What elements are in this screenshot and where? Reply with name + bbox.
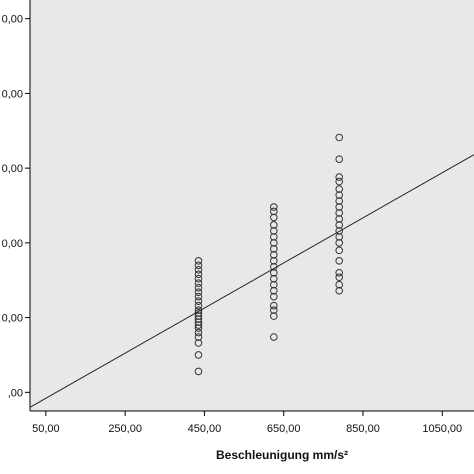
data-point bbox=[335, 191, 344, 199]
data-point bbox=[270, 213, 278, 222]
data-point bbox=[194, 339, 203, 347]
y-axis-ticks: ,00 0,00 0,00 0,00 0,00 0,00 bbox=[2, 14, 30, 399]
data-point bbox=[335, 173, 344, 181]
x-tick-label: 50,00 bbox=[32, 423, 60, 435]
x-axis-ticks: 50,00 250,00 450,00 650,00 850,00 1050,00 bbox=[32, 411, 462, 435]
y-tick-label: 0,00 bbox=[2, 88, 23, 100]
data-point bbox=[270, 274, 278, 283]
data-point bbox=[335, 286, 344, 295]
data-point bbox=[270, 268, 278, 277]
data-point bbox=[270, 292, 278, 301]
data-point bbox=[194, 279, 203, 288]
data-point bbox=[335, 155, 344, 163]
data-point bbox=[194, 321, 203, 329]
y-tick-label: ,00 bbox=[8, 387, 23, 399]
data-point bbox=[194, 351, 203, 359]
data-point bbox=[335, 209, 344, 217]
data-points bbox=[194, 133, 344, 376]
data-point bbox=[335, 133, 344, 142]
data-point bbox=[335, 227, 344, 235]
plot-area bbox=[30, 0, 474, 411]
data-point bbox=[270, 286, 278, 295]
data-point bbox=[194, 318, 203, 326]
data-point bbox=[335, 268, 344, 277]
data-point bbox=[194, 261, 203, 270]
data-point bbox=[270, 203, 278, 211]
data-point bbox=[270, 207, 278, 216]
data-point bbox=[335, 197, 344, 205]
data-point bbox=[335, 256, 344, 265]
data-point bbox=[194, 333, 203, 341]
data-point bbox=[194, 367, 203, 376]
x-tick-label: 850,00 bbox=[346, 423, 380, 435]
x-tick-label: 450,00 bbox=[188, 423, 222, 435]
data-point bbox=[194, 288, 203, 296]
data-point bbox=[194, 256, 203, 265]
data-point bbox=[194, 274, 203, 283]
data-point bbox=[335, 273, 344, 282]
data-point bbox=[270, 312, 278, 320]
data-point bbox=[335, 221, 344, 229]
data-point bbox=[194, 283, 203, 292]
y-tick-label: 0,00 bbox=[2, 163, 23, 175]
data-point bbox=[270, 251, 278, 259]
data-point bbox=[270, 227, 278, 235]
data-point bbox=[270, 333, 278, 341]
data-point bbox=[194, 328, 203, 337]
data-point bbox=[194, 270, 203, 279]
x-tick-label: 250,00 bbox=[108, 423, 142, 435]
data-point bbox=[335, 177, 344, 186]
data-point bbox=[194, 315, 203, 323]
data-point bbox=[194, 292, 203, 301]
data-point bbox=[194, 306, 203, 314]
data-point bbox=[335, 185, 344, 193]
data-point bbox=[335, 280, 344, 289]
x-tick-label: 650,00 bbox=[267, 423, 301, 435]
data-point bbox=[270, 280, 278, 289]
data-point bbox=[194, 297, 203, 305]
data-point bbox=[270, 306, 278, 314]
data-point bbox=[270, 239, 278, 247]
y-tick-label: 0,00 bbox=[2, 238, 23, 250]
x-axis-label: Beschleunigung mm/s² bbox=[216, 448, 348, 462]
y-tick-label: 0,00 bbox=[2, 313, 23, 325]
data-point bbox=[270, 221, 278, 229]
data-point bbox=[194, 312, 203, 320]
data-point bbox=[194, 265, 203, 274]
x-tick-label: 1050,00 bbox=[422, 423, 462, 435]
fit-line-group bbox=[29, 154, 474, 408]
data-point bbox=[335, 203, 344, 211]
data-point bbox=[270, 233, 278, 241]
data-point bbox=[335, 215, 344, 223]
fit-line bbox=[29, 154, 474, 408]
data-point bbox=[335, 233, 344, 241]
data-point bbox=[270, 301, 278, 310]
data-point bbox=[194, 301, 203, 310]
data-point bbox=[270, 256, 278, 265]
data-point bbox=[194, 324, 203, 332]
data-point bbox=[335, 239, 344, 247]
data-point bbox=[335, 246, 344, 255]
y-tick-label: 0,00 bbox=[2, 14, 23, 26]
data-point bbox=[270, 245, 278, 253]
